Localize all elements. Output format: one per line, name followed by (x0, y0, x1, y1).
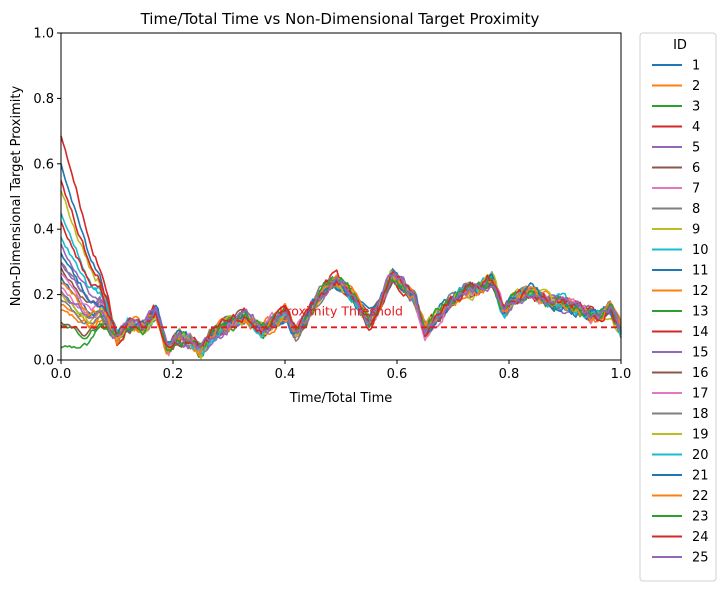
legend-items: 1234567891011121314151617181920212223242… (652, 59, 709, 566)
legend-label: 1 (692, 59, 700, 74)
legend-label: 25 (692, 551, 709, 566)
legend-label: 21 (692, 469, 709, 484)
y-tick-label: 0.4 (33, 223, 54, 238)
legend-label: 3 (692, 100, 700, 115)
legend-label: 16 (692, 366, 709, 381)
chart-title: Time/Total Time vs Non-Dimensional Targe… (140, 10, 540, 28)
legend-label: 8 (692, 202, 700, 217)
legend-label: 7 (692, 182, 700, 197)
legend-label: 23 (692, 510, 709, 525)
y-tick-label: 0.2 (33, 288, 54, 303)
plot-frame (60, 32, 622, 361)
series-line-1 (60, 163, 622, 350)
x-axis-label: Time/Total Time (289, 391, 393, 406)
legend-label: 6 (692, 161, 700, 176)
x-axis: 0.0 0.2 0.4 0.6 0.8 1.0 (51, 360, 632, 382)
y-tick-label: 1.0 (33, 27, 54, 42)
series-lines (60, 135, 622, 360)
legend-label: 22 (692, 489, 709, 504)
x-tick-label: 0.0 (51, 367, 72, 382)
legend-label: 14 (692, 325, 709, 340)
threshold-label: Proximity Threshold (279, 303, 403, 318)
legend-label: 15 (692, 346, 709, 361)
y-tick-label: 0.8 (33, 92, 54, 107)
y-tick-label: 0.0 (33, 354, 54, 369)
legend-label: 20 (692, 448, 709, 463)
legend-label: 13 (692, 305, 709, 320)
legend-label: 18 (692, 407, 709, 422)
legend-label: 19 (692, 428, 709, 443)
legend-label: 10 (692, 243, 709, 258)
legend-label: 24 (692, 530, 709, 545)
legend-label: 9 (692, 223, 700, 238)
legend: ID 1234567891011121314151617181920212223… (639, 32, 717, 582)
legend-label: 5 (692, 141, 700, 156)
x-tick-label: 0.8 (499, 367, 520, 382)
legend-label: 2 (692, 79, 700, 94)
legend-label: 12 (692, 284, 709, 299)
legend-label: 11 (692, 264, 709, 279)
x-tick-label: 0.2 (163, 367, 184, 382)
x-tick-label: 1.0 (611, 367, 632, 382)
x-tick-label: 0.4 (275, 367, 296, 382)
threshold-group: Proximity Threshold (61, 303, 621, 329)
y-axis-label: Non-Dimensional Target Proximity (9, 86, 24, 307)
legend-label: 17 (692, 387, 709, 402)
legend-title: ID (673, 38, 687, 53)
legend-box (639, 32, 717, 582)
y-tick-label: 0.6 (33, 157, 54, 172)
legend-label: 4 (692, 120, 700, 135)
x-tick-label: 0.6 (387, 367, 408, 382)
series-line-25 (60, 272, 622, 350)
y-axis: 0.0 0.2 0.4 0.6 0.8 1.0 (33, 27, 61, 369)
